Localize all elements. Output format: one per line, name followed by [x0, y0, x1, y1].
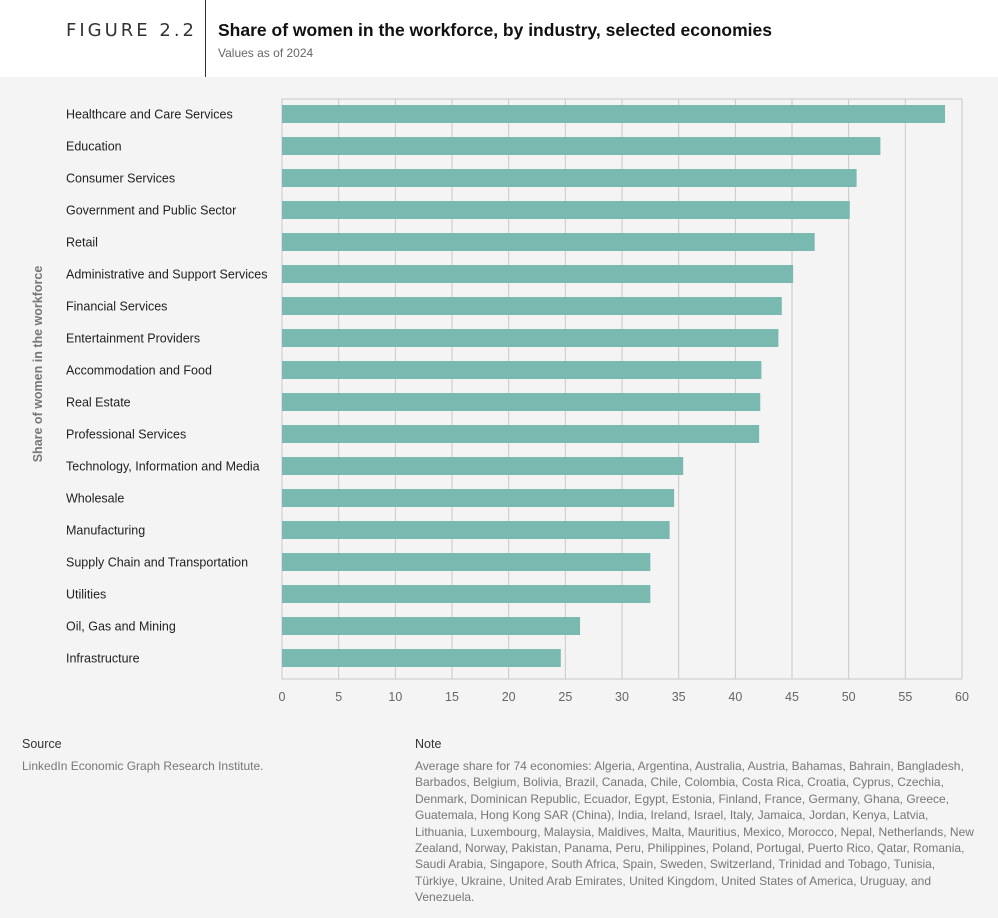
x-tick-label: 40 [728, 690, 742, 704]
category-label: Administrative and Support Services [66, 268, 267, 282]
bar [282, 105, 945, 123]
category-label: Healthcare and Care Services [66, 108, 233, 122]
bar-chart: Healthcare and Care Services Education Con… [31, 98, 969, 704]
category-labels: Healthcare and Care Services Education Con… [66, 108, 267, 666]
bar [282, 201, 850, 219]
bar [282, 457, 684, 475]
chart-title: Share of women in the workforce, by indu… [218, 20, 772, 40]
category-label: Manufacturing [66, 524, 145, 538]
y-axis-label: Share of women in the workforce [31, 266, 45, 463]
x-tick-label: 60 [955, 690, 969, 704]
x-tick-label: 5 [335, 690, 342, 704]
x-tick-label: 50 [842, 690, 856, 704]
category-label: Professional Services [66, 428, 186, 442]
bar [282, 521, 670, 539]
category-label: Wholesale [66, 492, 124, 506]
category-label: Financial Services [66, 300, 167, 314]
x-tick-label: 10 [388, 690, 402, 704]
x-tick-label: 25 [558, 690, 572, 704]
category-label: Infrastructure [66, 652, 140, 666]
category-label: Supply Chain and Transportation [66, 556, 248, 570]
category-label: Real Estate [66, 396, 131, 410]
bar [282, 233, 815, 251]
chart-panel: Healthcare and Care Services Education Con… [0, 77, 998, 918]
category-label: Technology, Information and Media [66, 460, 260, 474]
category-label: Utilities [66, 588, 106, 602]
category-label: Education [66, 140, 122, 154]
category-label: Accommodation and Food [66, 364, 212, 378]
bar [282, 489, 675, 507]
source-heading: Source [22, 737, 62, 751]
category-label: Government and Public Sector [66, 204, 236, 218]
chart-subtitle: Values as of 2024 [218, 46, 314, 60]
figure-header: FIGURE 2.2 Share of women in the workfor… [0, 0, 998, 77]
x-tick-label: 35 [672, 690, 686, 704]
bar [282, 265, 794, 283]
bars [282, 105, 945, 667]
x-tick-label: 20 [502, 690, 516, 704]
bar [282, 553, 651, 571]
category-label: Entertainment Providers [66, 332, 200, 346]
bar [282, 393, 761, 411]
bar [282, 169, 857, 187]
x-axis-ticks: 0 5 10 15 20 25 30 35 40 45 50 55 60 [279, 690, 969, 704]
x-tick-label: 30 [615, 690, 629, 704]
bar [282, 617, 581, 635]
x-tick-label: 55 [898, 690, 912, 704]
bar [282, 297, 782, 315]
gridlines [281, 98, 963, 680]
figure-label: FIGURE 2.2 [66, 20, 198, 41]
x-tick-label: 45 [785, 690, 799, 704]
category-label: Retail [66, 236, 98, 250]
bar [282, 329, 779, 347]
bar [282, 425, 760, 443]
bar [282, 649, 561, 667]
bar [282, 137, 881, 155]
source-text: LinkedIn Economic Graph Research Institu… [22, 759, 264, 773]
category-label: Oil, Gas and Mining [66, 620, 176, 634]
x-tick-label: 0 [279, 690, 286, 704]
category-label: Consumer Services [66, 172, 175, 186]
bar [282, 585, 651, 603]
bar [282, 361, 762, 379]
header-divider [205, 0, 206, 77]
x-tick-label: 15 [445, 690, 459, 704]
note-heading: Note [415, 737, 442, 751]
note-text: Average share for 74 economies: Algeria,… [415, 759, 974, 905]
